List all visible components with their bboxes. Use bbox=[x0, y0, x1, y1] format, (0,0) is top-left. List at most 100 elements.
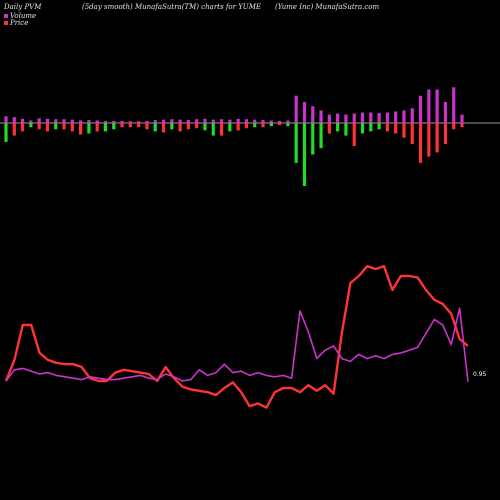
volume-up-bar bbox=[120, 120, 124, 123]
volume-up-bar bbox=[410, 108, 414, 123]
volume-down-bar bbox=[79, 123, 83, 135]
volume-up-bar bbox=[344, 114, 348, 123]
volume-up-bar bbox=[70, 119, 74, 123]
volume-up-bar bbox=[319, 110, 323, 123]
volume-down-bar bbox=[278, 123, 282, 126]
volume-down-bar bbox=[219, 123, 224, 136]
end-value-label: 0.95 bbox=[473, 371, 487, 378]
volume-up-bar bbox=[54, 119, 58, 123]
volume-down-bar bbox=[128, 123, 132, 128]
volume-up-bar bbox=[228, 119, 232, 123]
volume-down-bar bbox=[170, 123, 174, 130]
volume-down-bar bbox=[286, 123, 290, 127]
volume-up-bar bbox=[278, 120, 282, 123]
volume-down-bar bbox=[336, 123, 340, 132]
volume-up-bar bbox=[369, 112, 373, 123]
volume-down-bar bbox=[211, 123, 215, 136]
volume-up-bar bbox=[87, 120, 91, 123]
volume-up-bar bbox=[153, 120, 157, 123]
volume-down-bar bbox=[410, 123, 414, 144]
volume-up-bar bbox=[12, 117, 16, 123]
header-left: Daily PVM bbox=[3, 3, 42, 11]
volume-up-bar bbox=[253, 119, 257, 123]
volume-up-bar bbox=[236, 118, 240, 123]
volume-down-bar bbox=[112, 123, 116, 130]
volume-up-bar bbox=[269, 120, 273, 123]
volume-up-bar bbox=[244, 119, 249, 123]
volume-up-bar bbox=[302, 102, 307, 123]
volume-down-bar bbox=[161, 123, 166, 133]
volume-up-bar bbox=[4, 116, 8, 123]
volume-down-bar bbox=[62, 123, 66, 130]
volume-down-bar bbox=[4, 123, 8, 142]
volume-up-bar bbox=[112, 120, 116, 123]
volume-down-bar bbox=[302, 123, 307, 186]
volume-down-bar bbox=[203, 123, 207, 131]
volume-down-bar bbox=[29, 123, 33, 128]
volume-up-bar bbox=[79, 120, 83, 123]
volume-down-bar bbox=[70, 123, 74, 132]
volume-down-bar bbox=[244, 123, 249, 129]
volume-down-bar bbox=[137, 123, 141, 128]
legend-volume-swatch bbox=[4, 14, 8, 18]
volume-up-bar bbox=[360, 112, 365, 123]
line-price bbox=[4, 265, 469, 409]
volume-down-bar bbox=[95, 123, 99, 132]
volume-up-bar bbox=[286, 120, 290, 123]
volume-down-bar bbox=[186, 123, 190, 130]
volume-up-bar bbox=[195, 119, 199, 123]
volume-up-bar bbox=[186, 120, 190, 123]
volume-down-bar bbox=[344, 123, 348, 136]
volume-down-bar bbox=[443, 123, 448, 144]
volume-down-bar bbox=[385, 123, 389, 132]
volume-down-bar bbox=[261, 123, 265, 128]
volume-up-bar bbox=[62, 119, 66, 123]
volume-up-bar bbox=[377, 112, 381, 123]
volume-down-bar bbox=[394, 123, 398, 134]
volume-down-bar bbox=[120, 123, 124, 128]
volume-down-bar bbox=[195, 123, 199, 129]
volume-down-bar bbox=[20, 123, 25, 132]
volume-down-bar bbox=[54, 123, 58, 130]
volume-down-bar bbox=[269, 123, 273, 127]
header-center: (5day smooth) MunafaSutra(TM) charts for… bbox=[82, 3, 261, 11]
volume-up-bar bbox=[37, 118, 41, 123]
price-volume-lines bbox=[4, 265, 469, 409]
volume-down-bar bbox=[427, 123, 431, 157]
volume-down-bar bbox=[360, 123, 365, 134]
volume-down-bar bbox=[418, 123, 423, 163]
header-right: (Yume Inc) MunafaSutra.com bbox=[275, 3, 380, 11]
volume-down-bar bbox=[402, 123, 406, 138]
volume-up-bar bbox=[95, 120, 99, 123]
volume-down-bar bbox=[452, 123, 456, 130]
volume-up-bar bbox=[394, 111, 398, 123]
volume-down-bar bbox=[178, 123, 182, 132]
legend-price-label: Price bbox=[9, 19, 28, 27]
volume-bars bbox=[4, 87, 464, 186]
volume-down-bar bbox=[45, 123, 50, 132]
volume-up-bar bbox=[311, 106, 315, 123]
volume-down-bar bbox=[145, 123, 149, 130]
volume-up-bar bbox=[452, 87, 456, 123]
volume-up-bar bbox=[203, 118, 207, 123]
legend-volume-label: Volume bbox=[10, 12, 36, 20]
volume-up-bar bbox=[261, 120, 265, 123]
volume-down-bar bbox=[253, 123, 257, 128]
volume-up-bar bbox=[418, 95, 423, 123]
volume-up-bar bbox=[145, 120, 149, 123]
volume-down-bar bbox=[153, 123, 157, 132]
volume-up-bar bbox=[103, 120, 108, 123]
line-volume bbox=[5, 307, 469, 382]
volume-up-bar bbox=[443, 102, 448, 123]
volume-up-bar bbox=[170, 119, 174, 123]
volume-up-bar bbox=[211, 119, 215, 123]
volume-up-bar bbox=[20, 118, 25, 123]
volume-up-bar bbox=[178, 119, 182, 123]
volume-up-bar bbox=[460, 114, 464, 123]
volume-up-bar bbox=[427, 89, 431, 123]
volume-down-bar bbox=[319, 123, 323, 149]
volume-down-bar bbox=[87, 123, 91, 134]
volume-down-bar bbox=[460, 123, 464, 128]
volume-down-bar bbox=[37, 123, 41, 130]
